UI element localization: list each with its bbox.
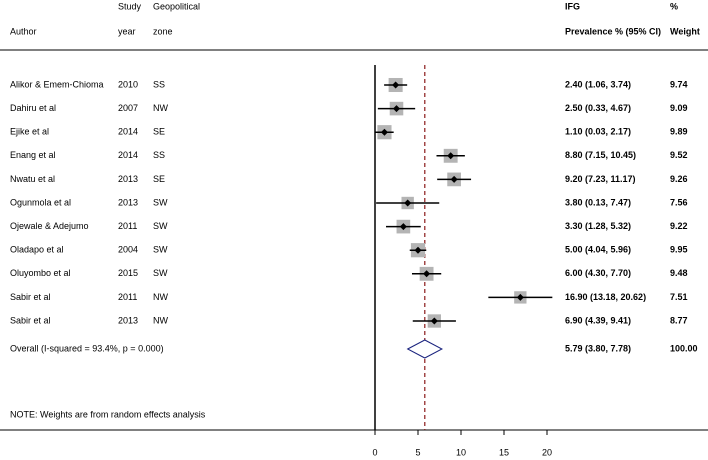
year: 2004: [118, 245, 138, 255]
x-tick-label: 10: [456, 447, 466, 457]
zone: NW: [153, 292, 168, 302]
author: Dahiru et al: [10, 103, 56, 113]
estimate-label: 16.90 (13.18, 20.62): [565, 292, 646, 302]
zone: SW: [153, 268, 168, 278]
author: Ejike et al: [10, 127, 49, 137]
note: NOTE: Weights are from random effects an…: [10, 409, 206, 419]
point-estimate: [399, 223, 407, 231]
zone: SE: [153, 127, 165, 137]
point-estimate: [392, 81, 400, 89]
year: 2011: [118, 221, 137, 231]
zone: NW: [153, 103, 168, 113]
year: 2015: [118, 268, 138, 278]
estimate-label: 9.20 (7.23, 11.17): [565, 174, 636, 184]
x-tick-label: 20: [542, 447, 552, 457]
author: Ogunmola et al: [10, 197, 71, 207]
author: Alikor & Emem-Chioma: [10, 79, 104, 89]
point-estimate: [414, 246, 422, 254]
header-estimate: Prevalence % (95% CI): [565, 26, 661, 36]
header-year: Study: [118, 1, 142, 11]
x-tick-label: 5: [415, 447, 420, 457]
author: Nwatu et al: [10, 174, 55, 184]
header-zone: zone: [153, 26, 173, 36]
year: 2013: [118, 174, 138, 184]
weight-label: 9.52: [670, 150, 688, 160]
overall-label: Overall (I-squared = 93.4%, p = 0.000): [10, 343, 164, 353]
year: 2014: [118, 150, 138, 160]
zone: SE: [153, 174, 165, 184]
weight-label: 9.74: [670, 79, 688, 89]
zone: SS: [153, 79, 165, 89]
overall-estimate-label: 5.79 (3.80, 7.78): [565, 343, 631, 353]
zone: SW: [153, 197, 168, 207]
point-estimate: [447, 152, 455, 160]
point-estimate: [380, 128, 388, 136]
header-author: Author: [10, 26, 37, 36]
overall-weight-label: 100.00: [670, 343, 698, 353]
point-estimate: [450, 175, 458, 183]
estimate-label: 1.10 (0.03, 2.17): [565, 127, 631, 137]
weight-label: 9.95: [670, 245, 688, 255]
point-estimate: [430, 317, 438, 325]
point-estimate: [404, 199, 412, 207]
point-estimate: [423, 270, 431, 278]
weight-label: 9.89: [670, 127, 688, 137]
weight-label: 7.51: [670, 292, 688, 302]
author: Oluyombo et al: [10, 268, 71, 278]
estimate-label: 5.00 (4.04, 5.96): [565, 245, 631, 255]
zone: SW: [153, 245, 168, 255]
year: 2013: [118, 197, 138, 207]
header-estimate: IFG: [565, 1, 580, 11]
header-zone: Geopolitical: [153, 1, 200, 11]
weight-label: 9.26: [670, 174, 688, 184]
weight-label: 8.77: [670, 315, 688, 325]
estimate-label: 2.40 (1.06, 3.74): [565, 79, 631, 89]
estimate-label: 3.80 (0.13, 7.47): [565, 197, 631, 207]
x-tick-label: 0: [372, 447, 377, 457]
estimate-label: 3.30 (1.28, 5.32): [565, 221, 631, 231]
point-estimate: [393, 105, 400, 113]
header-year: year: [118, 26, 136, 36]
header-weight: Weight: [670, 26, 700, 36]
author: Sabir et al: [10, 292, 51, 302]
estimate-label: 8.80 (7.15, 10.45): [565, 150, 636, 160]
author: Sabir et al: [10, 315, 51, 325]
weight-label: 9.09: [670, 103, 688, 113]
year: 2007: [118, 103, 138, 113]
zone: SW: [153, 221, 168, 231]
year: 2013: [118, 315, 138, 325]
zone: SS: [153, 150, 165, 160]
author: Ojewale & Adejumo: [10, 221, 89, 231]
estimate-label: 2.50 (0.33, 4.67): [565, 103, 631, 113]
weight-label: 7.56: [670, 197, 688, 207]
overall-diamond: [406, 339, 443, 359]
author: Enang et al: [10, 150, 56, 160]
weight-label: 9.22: [670, 221, 688, 231]
header-weight: %: [670, 1, 678, 11]
x-tick-label: 15: [499, 447, 509, 457]
year: 2014: [118, 127, 138, 137]
author: Oladapo et al: [10, 245, 64, 255]
weight-label: 9.48: [670, 268, 688, 278]
estimate-label: 6.00 (4.30, 7.70): [565, 268, 631, 278]
year: 2010: [118, 79, 138, 89]
year: 2011: [118, 292, 137, 302]
point-estimate: [516, 293, 524, 301]
estimate-label: 6.90 (4.39, 9.41): [565, 315, 631, 325]
zone: NW: [153, 315, 168, 325]
